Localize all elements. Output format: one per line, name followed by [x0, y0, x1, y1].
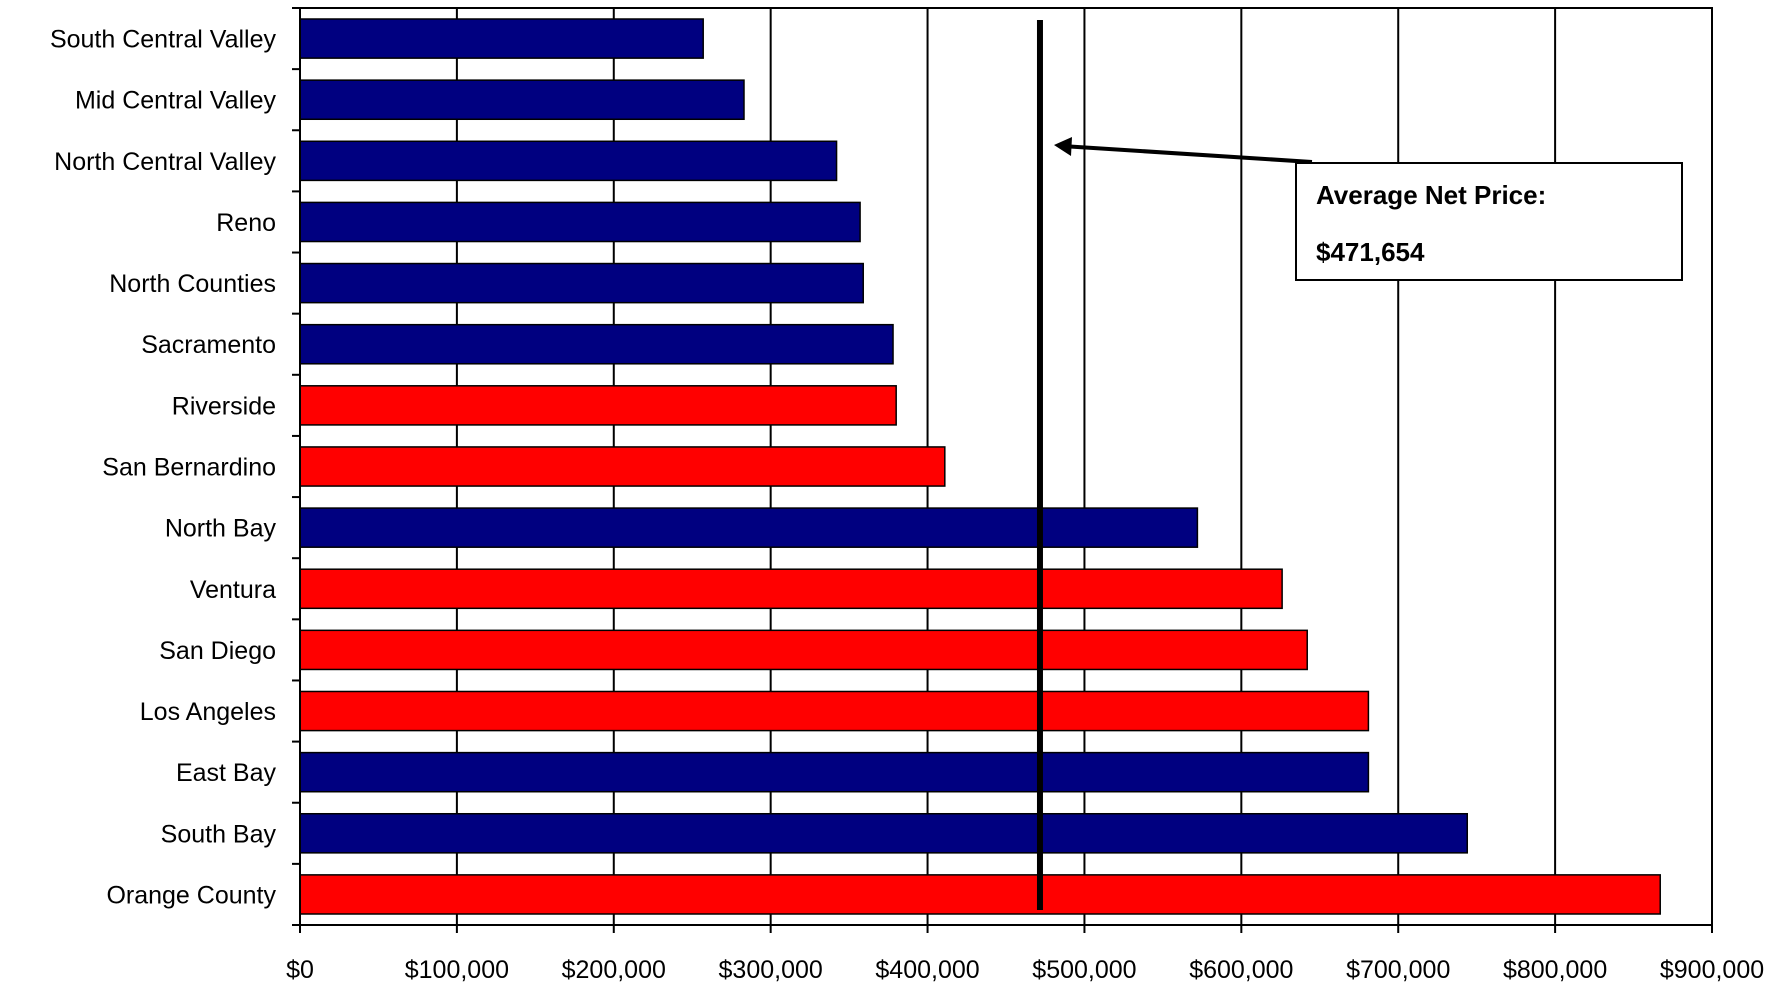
- category-label: San Bernardino: [102, 454, 276, 482]
- category-label: Riverside: [172, 392, 276, 420]
- x-axis-tick-labels: $0 $100,000 $200,000 $300,000 $400,000 $500,0…: [286, 956, 1764, 983]
- bar-reno: [299, 201, 861, 243]
- bar-sacramento: [299, 323, 894, 365]
- category-label: Sacramento: [141, 331, 276, 359]
- bar-riverside: [299, 385, 897, 426]
- bar-orange-county: [299, 874, 1661, 915]
- x-tick-label: $900,000: [1660, 956, 1764, 983]
- callout-title: Average Net Price:: [1316, 180, 1546, 210]
- category-label: Los Angeles: [140, 698, 276, 726]
- bar-south-bay: [299, 812, 1469, 854]
- bar-san-diego: [299, 629, 1308, 671]
- x-tick-label: $0: [286, 956, 314, 983]
- annotation-arrow: [1054, 137, 1313, 164]
- category-label: San Diego: [159, 637, 276, 665]
- callout-box: [1295, 162, 1683, 281]
- category-label: Reno: [216, 209, 276, 237]
- x-tick-label: $400,000: [875, 956, 979, 983]
- x-tick-label: $700,000: [1346, 956, 1450, 983]
- x-tick-label: $300,000: [719, 956, 823, 983]
- average-price-callout: Average Net Price: $471,654: [1295, 162, 1683, 281]
- bar-north-bay: [299, 507, 1199, 548]
- category-label: East Bay: [176, 759, 277, 787]
- bars: [299, 18, 1661, 915]
- category-label: South Bay: [161, 820, 277, 848]
- category-label: North Counties: [109, 270, 276, 298]
- category-label: Ventura: [190, 576, 276, 604]
- bar-ventura: [299, 568, 1283, 610]
- category-label: Mid Central Valley: [75, 87, 277, 115]
- callout-value: $471,654: [1316, 237, 1425, 267]
- x-tick-label: $600,000: [1189, 956, 1293, 983]
- x-tick-label: $500,000: [1032, 956, 1136, 983]
- bar-north-counties: [299, 262, 864, 304]
- bar-mid-central-valley: [299, 79, 745, 121]
- y-axis-ticks: [292, 7, 300, 926]
- plot-area-border: [299, 7, 1713, 926]
- category-labels: South Central Valley Mid Central Valley No…: [50, 26, 277, 910]
- category-label: Orange County: [106, 881, 276, 909]
- x-tick-label: $200,000: [562, 956, 666, 983]
- bar-san-bernardino: [299, 446, 946, 487]
- x-tick-label: $800,000: [1503, 956, 1607, 983]
- category-label: North Bay: [165, 515, 277, 543]
- x-tick-label: $100,000: [405, 956, 509, 983]
- bar-north-central-valley: [299, 140, 838, 182]
- category-label: North Central Valley: [54, 148, 276, 176]
- bar-los-angeles: [299, 690, 1370, 732]
- bar-south-central-valley: [299, 18, 704, 59]
- bar-east-bay: [299, 751, 1370, 793]
- category-label: South Central Valley: [50, 26, 277, 54]
